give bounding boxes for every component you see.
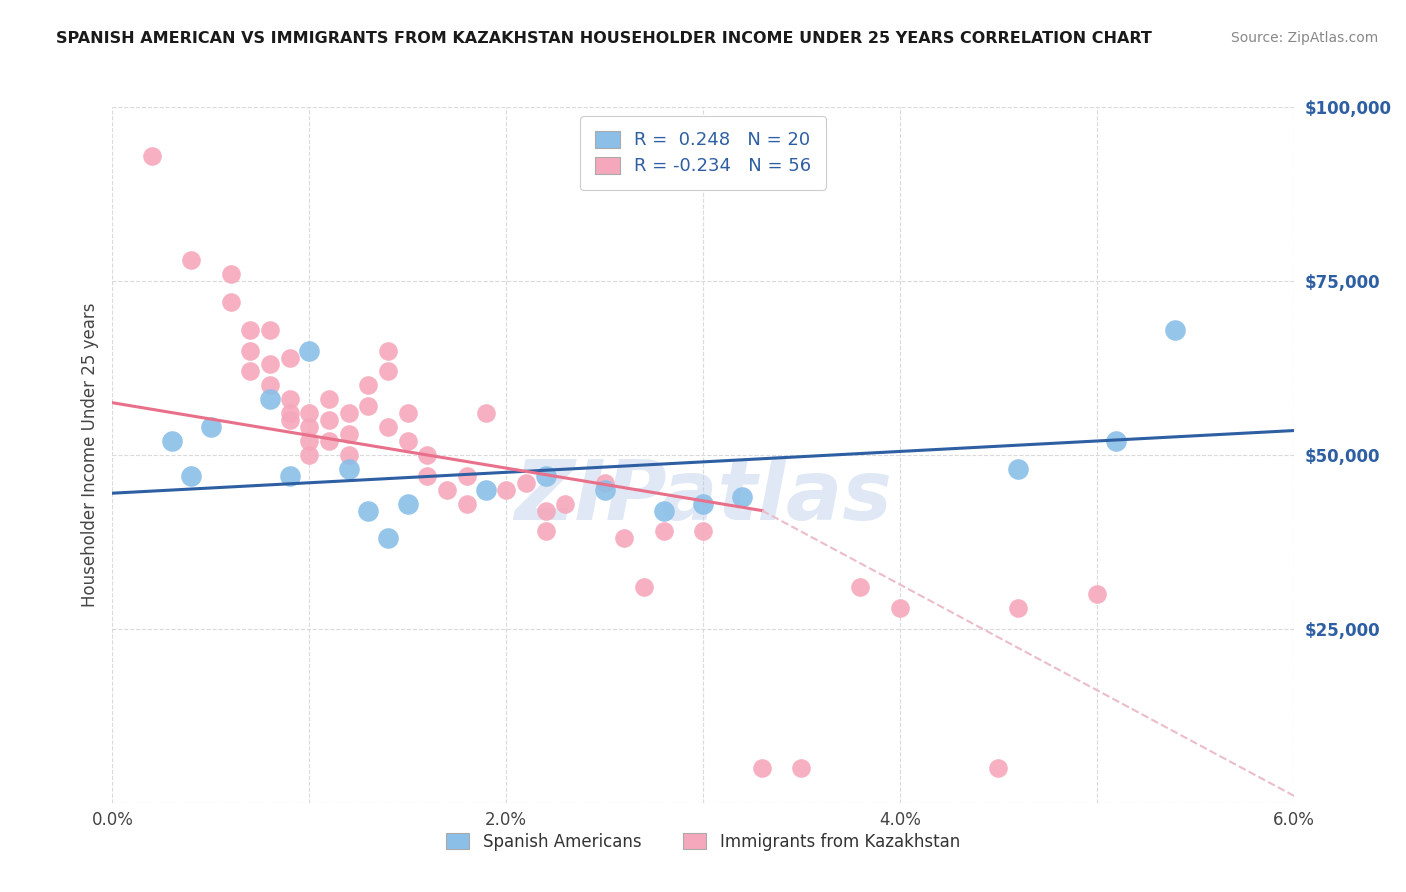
Point <box>436 483 458 497</box>
Text: Source: ZipAtlas.com: Source: ZipAtlas.com <box>1230 31 1378 45</box>
Point <box>396 497 419 511</box>
Point <box>515 475 537 490</box>
Point <box>278 351 301 365</box>
Point <box>239 364 262 378</box>
Point <box>278 413 301 427</box>
Point <box>987 761 1010 775</box>
Point <box>278 392 301 407</box>
Point <box>160 434 183 448</box>
Point <box>278 406 301 420</box>
Point <box>1007 462 1029 476</box>
Point <box>318 392 340 407</box>
Point <box>357 503 380 517</box>
Point <box>396 434 419 448</box>
Point <box>259 392 281 407</box>
Point <box>377 532 399 546</box>
Point <box>456 468 478 483</box>
Point <box>337 462 360 476</box>
Point <box>534 524 557 539</box>
Point <box>337 406 360 420</box>
Point <box>534 468 557 483</box>
Point <box>298 448 321 462</box>
Point <box>534 503 557 517</box>
Point <box>889 601 911 615</box>
Legend: Spanish Americans, Immigrants from Kazakhstan: Spanish Americans, Immigrants from Kazak… <box>433 820 973 864</box>
Point <box>298 406 321 420</box>
Point <box>416 448 439 462</box>
Point <box>298 343 321 358</box>
Point <box>337 427 360 442</box>
Point <box>1105 434 1128 448</box>
Point <box>751 761 773 775</box>
Point <box>377 364 399 378</box>
Point <box>1007 601 1029 615</box>
Y-axis label: Householder Income Under 25 years: Householder Income Under 25 years <box>80 302 98 607</box>
Point <box>652 524 675 539</box>
Point <box>593 475 616 490</box>
Point <box>219 294 242 309</box>
Point <box>180 253 202 268</box>
Point <box>357 378 380 392</box>
Point <box>259 358 281 372</box>
Point <box>633 580 655 594</box>
Point <box>1164 323 1187 337</box>
Point <box>180 468 202 483</box>
Point <box>456 497 478 511</box>
Point <box>731 490 754 504</box>
Point <box>357 399 380 413</box>
Point <box>259 378 281 392</box>
Point <box>652 503 675 517</box>
Point <box>849 580 872 594</box>
Point <box>1085 587 1108 601</box>
Point <box>337 448 360 462</box>
Point <box>200 420 222 434</box>
Point <box>239 323 262 337</box>
Text: SPANISH AMERICAN VS IMMIGRANTS FROM KAZAKHSTAN HOUSEHOLDER INCOME UNDER 25 YEARS: SPANISH AMERICAN VS IMMIGRANTS FROM KAZA… <box>56 31 1152 46</box>
Point <box>278 468 301 483</box>
Point <box>613 532 636 546</box>
Point <box>554 497 576 511</box>
Point <box>377 420 399 434</box>
Point <box>141 149 163 163</box>
Point <box>298 434 321 448</box>
Point <box>790 761 813 775</box>
Point <box>298 420 321 434</box>
Point <box>416 468 439 483</box>
Text: ZIPatlas: ZIPatlas <box>515 456 891 537</box>
Point <box>475 406 498 420</box>
Point <box>377 343 399 358</box>
Point <box>692 524 714 539</box>
Point <box>259 323 281 337</box>
Point <box>239 343 262 358</box>
Point <box>219 267 242 281</box>
Point <box>318 413 340 427</box>
Point <box>396 406 419 420</box>
Point <box>475 483 498 497</box>
Point <box>593 483 616 497</box>
Point <box>692 497 714 511</box>
Point <box>495 483 517 497</box>
Point <box>318 434 340 448</box>
